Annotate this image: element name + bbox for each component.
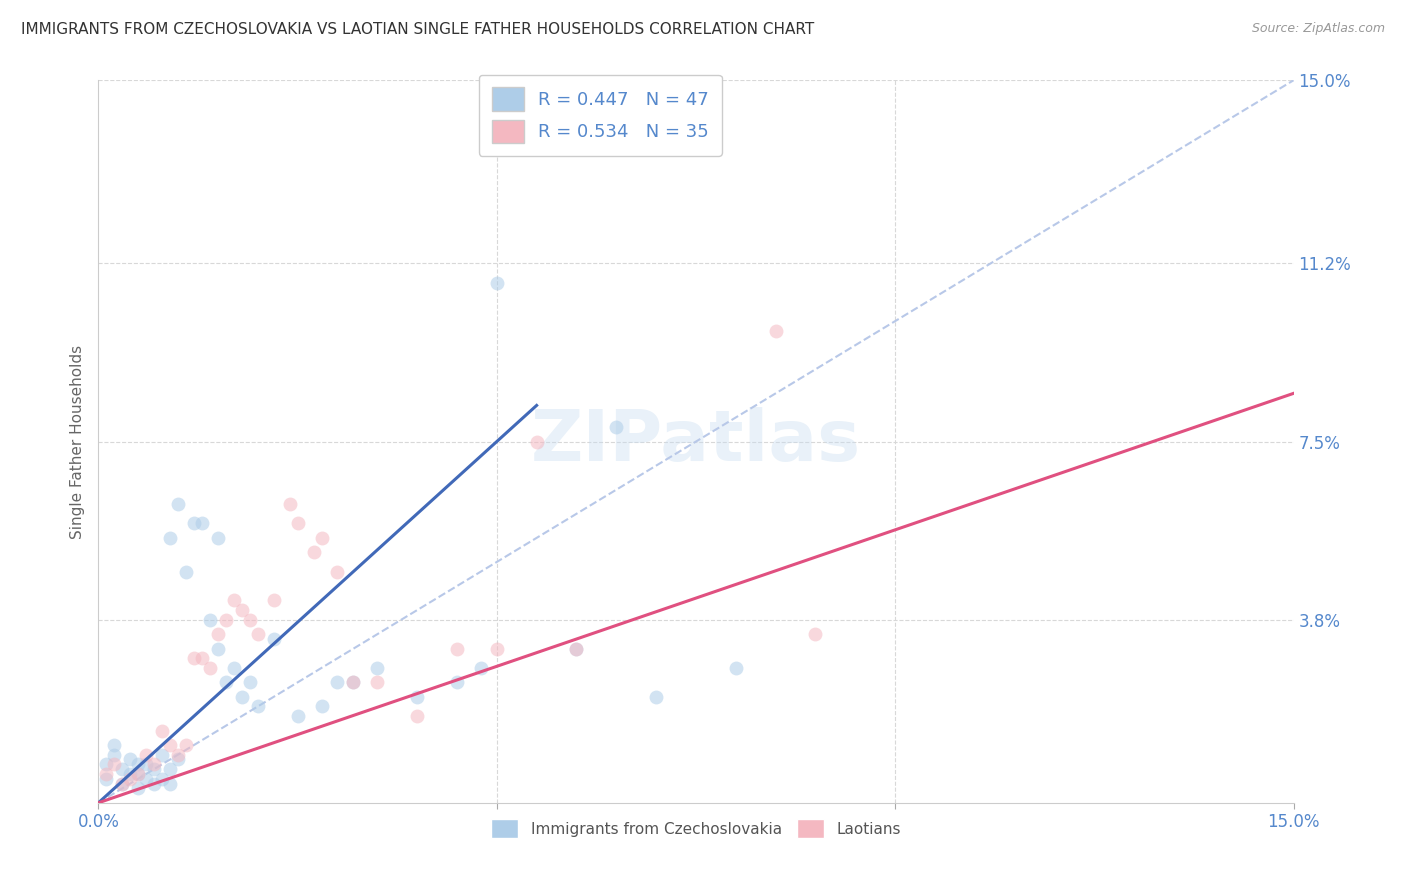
Point [150,772,173,786]
Point [127,767,149,781]
Point [311,531,333,545]
Point [135,747,157,762]
Point [183,516,205,531]
Point [159,762,181,776]
Point [366,675,388,690]
Point [278,497,301,511]
Point [159,776,181,790]
Point [246,627,269,641]
Point [103,747,125,762]
Point [159,531,181,545]
Point [103,738,125,752]
Point [446,675,468,690]
Text: IMMIGRANTS FROM CZECHOSLOVAKIA VS LAOTIAN SINGLE FATHER HOUSEHOLDS CORRELATION C: IMMIGRANTS FROM CZECHOSLOVAKIA VS LAOTIA… [21,22,814,37]
Point [215,613,238,627]
Point [231,690,253,704]
Y-axis label: Single Father Households: Single Father Households [69,344,84,539]
Text: Source: ZipAtlas.com: Source: ZipAtlas.com [1251,22,1385,36]
Point [263,632,285,646]
Point [239,613,262,627]
Point [406,690,429,704]
Point [565,641,588,656]
Point [120,767,142,781]
Point [127,781,149,796]
Point [231,603,253,617]
Point [191,516,214,531]
Point [183,651,205,665]
Point [143,757,166,772]
Point [135,772,157,786]
Point [159,738,181,752]
Point [485,641,508,656]
Point [526,434,548,449]
Text: ZIPatlas: ZIPatlas [531,407,860,476]
Point [342,675,364,690]
Point [127,767,149,781]
Point [174,738,197,752]
Point [111,776,134,790]
Point [150,747,173,762]
Point [207,531,229,545]
Point [207,641,229,656]
Point [103,757,125,772]
Point [302,545,325,559]
Point [406,709,429,723]
Point [605,420,627,434]
Point [191,651,214,665]
Point [96,757,118,772]
Point [246,699,269,714]
Point [198,661,221,675]
Point [215,675,238,690]
Point [111,776,134,790]
Point [167,497,190,511]
Point [287,516,309,531]
Point [167,747,190,762]
Point [470,661,492,675]
Point [724,661,747,675]
Point [263,593,285,607]
Point [342,675,364,690]
Point [143,762,166,776]
Point [127,757,149,772]
Point [765,324,787,338]
Point [96,767,118,781]
Point [150,723,173,738]
Point [326,565,349,579]
Point [446,641,468,656]
Point [143,776,166,790]
Point [804,627,827,641]
Point [96,772,118,786]
Point [174,565,197,579]
Point [366,661,388,675]
Point [311,699,333,714]
Point [222,593,245,607]
Point [207,627,229,641]
Point [565,641,588,656]
Point [645,690,668,704]
Point [167,752,190,766]
Legend: Immigrants from Czechoslovakia, Laotians: Immigrants from Czechoslovakia, Laotians [484,812,908,846]
Point [222,661,245,675]
Point [287,709,309,723]
Point [239,675,262,690]
Point [485,276,508,290]
Point [135,757,157,772]
Point [120,752,142,766]
Point [326,675,349,690]
Point [198,613,221,627]
Point [120,772,142,786]
Point [111,762,134,776]
